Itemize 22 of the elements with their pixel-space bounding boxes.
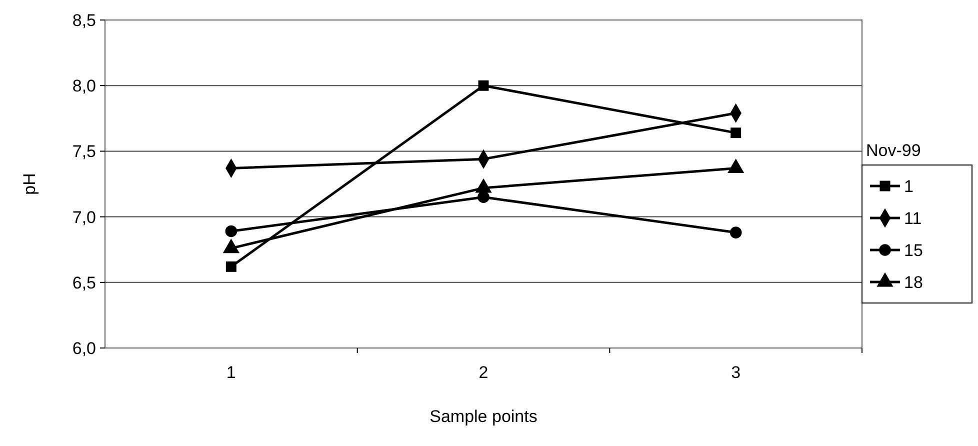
y-tick-label: 7,0 [72,208,96,227]
legend-label: 15 [904,240,923,260]
y-tick-label: 8,5 [72,10,96,30]
y-tick-label: 7,5 [72,142,96,162]
y-tick-label: 8,0 [72,76,96,96]
point [478,191,490,204]
point [226,261,236,272]
point [478,80,489,91]
point [225,225,238,238]
legend-label: 1 [904,176,914,196]
y-tick-label: 6,5 [72,273,96,292]
point [730,226,742,238]
x-tick-label: 2 [478,363,488,382]
x-axis-title: Sample points [430,407,538,426]
x-tick-label: 3 [731,363,741,382]
y-tick-label: 6,0 [72,338,96,358]
x-tick-label: 1 [226,363,236,382]
y-axis-title: pH [20,173,39,195]
point [730,128,742,138]
legend-title: Nov-99 [866,141,921,160]
legend-label: 11 [904,208,922,228]
legend-label: 18 [904,272,923,292]
